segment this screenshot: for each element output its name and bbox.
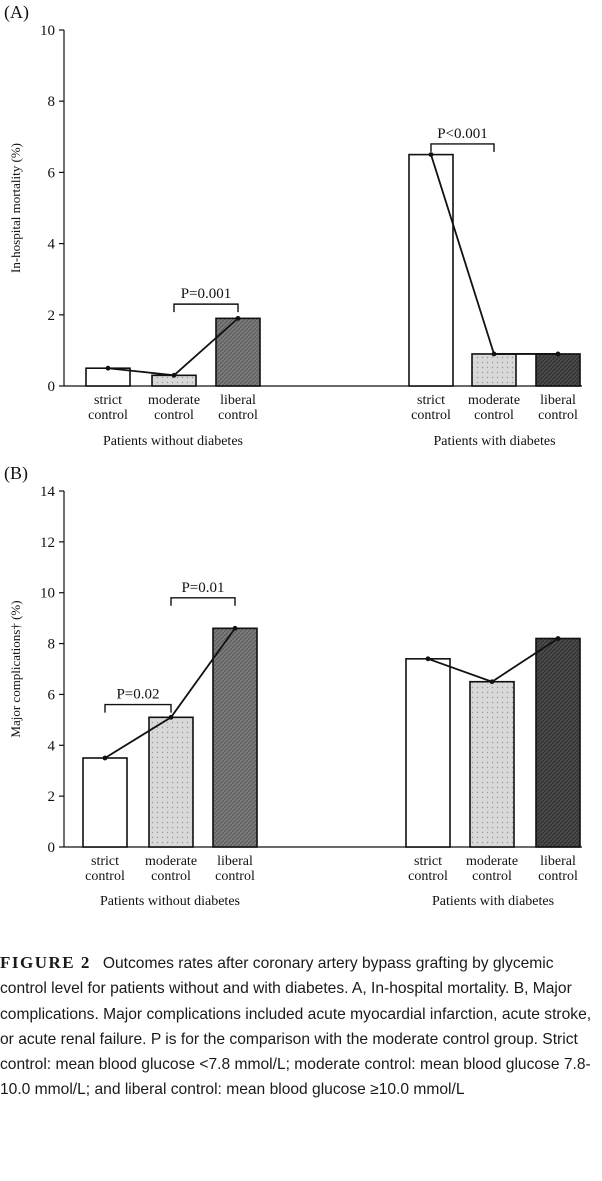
caption-text: Outcomes rates after coronary artery byp… (0, 955, 592, 1099)
bar (408, 153, 454, 387)
y-tick-label: 4 (48, 738, 56, 754)
category-label-line1: moderate (466, 854, 518, 869)
category-label-line2: control (215, 869, 255, 884)
trend-point (425, 656, 431, 662)
y-tick-label: 10 (40, 586, 55, 602)
y-tick-label: 14 (40, 484, 56, 500)
panel-a: (A) 0 2 4 6 8 10 In-hospital mortality (%) stric… (4, 2, 582, 449)
category-label-line1: liberal (217, 854, 253, 869)
category-label-line1: liberal (540, 393, 576, 408)
y-axis-title: In-hospital mortality (%) (8, 143, 23, 273)
y-axis-title: Major complications† (%) (8, 600, 23, 737)
figure-caption: FIGURE 2 Outcomes rates after coronary ar… (0, 950, 600, 1103)
panel-label: (A) (4, 2, 29, 23)
significance-bracket (173, 303, 239, 313)
trend-point (555, 636, 561, 641)
y-tick-label: 0 (48, 840, 56, 856)
panel-b: (B) 0 2 4 6 8 10 12 14 Major complications† (%) st… (4, 463, 582, 909)
p-value-label: P=0.01 (181, 580, 224, 596)
p-value-label: P=0.02 (116, 687, 159, 703)
caption-label: FIGURE 2 (0, 953, 91, 972)
bar (535, 637, 581, 848)
category-label-line2: control (218, 408, 258, 423)
trend-point (232, 625, 238, 631)
category-label-line2: control (154, 408, 194, 423)
group-label: Patients with diabetes (433, 434, 555, 449)
trend-point (428, 152, 434, 158)
y-tick-label: 4 (48, 237, 56, 253)
bar (535, 353, 581, 387)
p-value-label: P<0.001 (437, 126, 488, 142)
bar (212, 627, 258, 848)
category-label-line1: strict (417, 393, 445, 408)
category-label-line2: control (538, 869, 578, 884)
category-label-line2: control (88, 408, 128, 423)
y-tick-label: 12 (40, 535, 55, 551)
category-label-line2: control (85, 869, 125, 884)
trend-point (171, 372, 177, 378)
y-tick-label: 6 (48, 687, 56, 703)
category-label-line1: liberal (540, 854, 576, 869)
bar (148, 716, 194, 848)
category-label-line1: moderate (145, 854, 197, 869)
significance-bracket (104, 703, 172, 713)
trend-point (102, 755, 108, 761)
category-label-line2: control (474, 408, 514, 423)
y-tick-label: 8 (48, 637, 56, 653)
group-label: Patients with diabetes (432, 894, 554, 909)
category-label-line2: control (538, 408, 578, 423)
category-label-line2: control (472, 869, 512, 884)
category-label-line1: moderate (468, 393, 520, 408)
category-label-line2: control (408, 869, 448, 884)
figure-canvas: (A) 0 2 4 6 8 10 In-hospital mortality (%) stric… (4, 2, 582, 909)
group-label: Patients without diabetes (103, 434, 243, 449)
bar (469, 680, 515, 848)
y-tick-label: 2 (48, 308, 56, 324)
trend-point (555, 351, 561, 357)
trend-point (489, 679, 495, 685)
significance-bracket (170, 597, 236, 606)
trend-point (105, 365, 111, 371)
category-label-line1: strict (414, 854, 442, 869)
category-label-line2: control (411, 408, 451, 423)
trend-point (168, 714, 174, 720)
panel-label: (B) (4, 463, 28, 484)
category-label-line1: strict (91, 854, 119, 869)
group-label: Patients without diabetes (100, 894, 240, 909)
category-label-line1: strict (94, 393, 122, 408)
trend-point (235, 315, 241, 321)
category-label-line1: moderate (148, 393, 200, 408)
bar (85, 367, 131, 387)
category-label-line1: liberal (220, 393, 256, 408)
y-tick-label: 0 (48, 379, 56, 395)
y-tick-label: 10 (40, 23, 55, 39)
bar (82, 757, 128, 848)
y-tick-label: 2 (48, 789, 56, 805)
significance-bracket (430, 143, 495, 152)
trend-point (491, 351, 497, 357)
p-value-label: P=0.001 (181, 286, 232, 302)
bar (215, 317, 261, 387)
bar (471, 353, 517, 387)
y-tick-label: 6 (48, 165, 56, 181)
y-tick-label: 8 (48, 94, 56, 110)
bar (405, 658, 451, 848)
category-label-line2: control (151, 869, 191, 884)
